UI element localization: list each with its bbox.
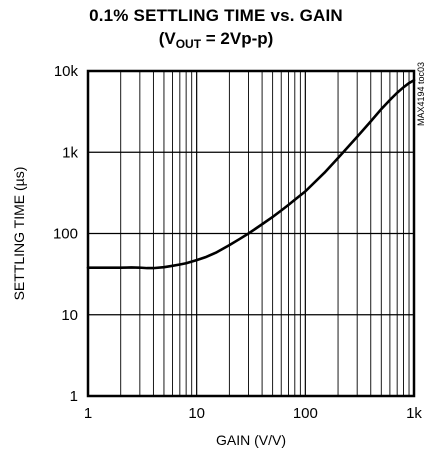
y-tick-label: 10 (61, 307, 78, 324)
subtitle-subscript: OUT (175, 37, 202, 51)
y-tick-label: 100 (53, 226, 78, 243)
x-tick-label: 1 (84, 405, 92, 422)
subtitle-close: = 2Vp-p) (201, 29, 274, 48)
figure-id-label: MAX4194 toc03 (416, 62, 426, 126)
grid-lines (88, 71, 414, 396)
tick-labels: 1 10 100 1k 1 10 100 1k 10k (53, 63, 422, 422)
chart-title: 0.1% SETTLING TIME vs. GAIN (89, 6, 343, 25)
x-axis-label: GAIN (V/V) (216, 432, 286, 448)
x-tick-label: 10 (188, 405, 205, 422)
x-tick-label: 100 (293, 405, 318, 422)
y-tick-label: 1 (70, 388, 78, 405)
y-tick-label: 1k (62, 144, 78, 161)
x-tick-label: 1k (406, 405, 422, 422)
plot-frame (86, 69, 416, 398)
y-tick-label: 10k (54, 63, 79, 80)
subtitle-open: (V (158, 29, 176, 48)
y-axis-label: SETTLING TIME (µs) (11, 167, 27, 301)
settling-time-curve (86, 78, 416, 270)
series-layer (86, 78, 416, 270)
chart-subtitle: (VOUT = 2Vp-p) (0, 29, 432, 51)
